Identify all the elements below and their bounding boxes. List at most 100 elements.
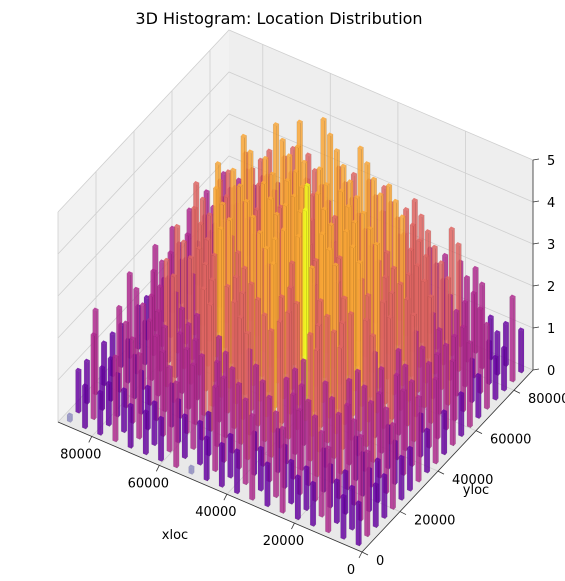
histogram-bar bbox=[509, 294, 516, 383]
histogram-bar bbox=[257, 445, 264, 492]
y-tick-mark bbox=[513, 389, 521, 394]
y-tick-label: 40000 bbox=[452, 473, 493, 488]
z-tick-mark bbox=[532, 200, 540, 203]
z-tick-label: 5 bbox=[547, 154, 555, 169]
histogram-bar bbox=[372, 482, 379, 529]
histogram-bar bbox=[475, 372, 482, 420]
histogram-bar bbox=[318, 429, 325, 518]
histogram-bar bbox=[389, 421, 396, 511]
y-axis-label: yloc bbox=[463, 483, 489, 498]
histogram-bar bbox=[458, 391, 465, 438]
chart-title: 3D Histogram: Location Distribution bbox=[135, 9, 422, 28]
histogram-bar bbox=[259, 379, 266, 468]
histogram-bar bbox=[157, 415, 165, 463]
y-tick-mark bbox=[475, 430, 483, 435]
histogram-bar bbox=[325, 445, 332, 534]
histogram-bar bbox=[181, 413, 188, 460]
histogram-bar bbox=[376, 390, 383, 480]
histogram-bar bbox=[97, 389, 104, 437]
y-tick-mark bbox=[361, 551, 369, 556]
y-tick-mark bbox=[437, 470, 445, 475]
histogram-bar bbox=[153, 333, 160, 422]
histogram-bar bbox=[501, 345, 508, 392]
histogram-bar bbox=[203, 435, 210, 482]
histogram-bar bbox=[196, 419, 204, 466]
histogram-bar bbox=[235, 381, 243, 470]
histogram-bar bbox=[364, 449, 371, 538]
z-tick-label: 4 bbox=[547, 196, 555, 211]
z-tick-mark bbox=[532, 284, 540, 287]
z-tick-label: 1 bbox=[547, 322, 555, 337]
histogram-bar bbox=[218, 441, 225, 489]
histogram-bar bbox=[190, 362, 197, 451]
grid-line-z bbox=[57, 155, 534, 339]
histogram-bar bbox=[136, 351, 143, 440]
histogram-bar bbox=[233, 448, 241, 495]
tick-labels: 0 20000 40000 60000 80000 0 20000 40000 60000 800… bbox=[60, 154, 565, 578]
left-wall-pane bbox=[58, 30, 229, 422]
histogram-bar bbox=[81, 383, 89, 430]
histogram-bar bbox=[406, 445, 413, 493]
z-tick-mark bbox=[532, 326, 540, 329]
grid-line-z bbox=[57, 29, 534, 213]
x-tick-label: 80000 bbox=[60, 447, 101, 462]
histogram-bar bbox=[159, 349, 167, 438]
histogram-bar bbox=[188, 464, 195, 476]
histogram-bar bbox=[220, 375, 227, 464]
histogram-bar bbox=[400, 388, 407, 477]
histogram-bar bbox=[398, 454, 405, 502]
histogram-bar bbox=[335, 411, 342, 500]
histogram-bar bbox=[425, 360, 432, 450]
y-tick-label: 0 bbox=[376, 554, 384, 569]
histogram-bar bbox=[90, 332, 97, 421]
x-axis-label: xloc bbox=[162, 528, 188, 543]
histogram-bar bbox=[466, 340, 473, 429]
histogram-bar bbox=[349, 484, 356, 531]
histogram-bar bbox=[449, 358, 456, 447]
histogram-bar bbox=[75, 367, 82, 414]
histogram-bar bbox=[212, 384, 219, 473]
histogram-bar bbox=[266, 394, 273, 483]
histogram-bar bbox=[381, 473, 388, 520]
grid-line-z bbox=[57, 71, 534, 255]
z-tick-label: 2 bbox=[547, 280, 555, 295]
z-tick-mark bbox=[532, 242, 540, 245]
x-tick-mark bbox=[88, 436, 93, 443]
x-tick-mark bbox=[358, 551, 363, 559]
histogram-bar bbox=[122, 320, 130, 409]
histogram-bar bbox=[166, 364, 173, 453]
histogram-bar bbox=[273, 410, 280, 499]
y-tick-label: 20000 bbox=[414, 514, 455, 529]
z-tick-mark bbox=[532, 368, 540, 371]
histogram-bar bbox=[483, 321, 490, 411]
axis-lines bbox=[57, 158, 540, 559]
x-tick-label: 0 bbox=[347, 563, 355, 578]
histogram-bar bbox=[249, 412, 256, 502]
x-tick-mark bbox=[155, 465, 160, 472]
histogram-bar bbox=[288, 458, 295, 505]
histogram-bar bbox=[279, 425, 286, 515]
histogram-bar bbox=[242, 397, 249, 486]
histogram-bar bbox=[424, 427, 431, 474]
histogram-bar bbox=[340, 493, 347, 541]
histogram-bar bbox=[151, 400, 158, 447]
histogram-bar bbox=[276, 318, 283, 450]
grid-line-z bbox=[57, 113, 534, 297]
histogram-bar bbox=[142, 409, 149, 456]
y-tick-mark bbox=[399, 511, 407, 515]
x-tick-mark bbox=[291, 522, 295, 530]
y-axis-line bbox=[361, 369, 534, 553]
histogram-bar bbox=[112, 354, 119, 443]
histogram-bar bbox=[355, 500, 362, 547]
y-tick-label: 80000 bbox=[528, 392, 565, 407]
histogram-bar bbox=[294, 474, 301, 521]
histogram-bar bbox=[333, 478, 340, 525]
histogram-bar bbox=[120, 387, 128, 434]
histogram-bar bbox=[173, 380, 180, 469]
histogram-bar bbox=[492, 354, 499, 402]
histogram-bar bbox=[127, 402, 134, 450]
z-tick-label: 0 bbox=[547, 364, 555, 379]
x-axis-line bbox=[57, 421, 363, 553]
histogram-bar bbox=[357, 433, 364, 522]
